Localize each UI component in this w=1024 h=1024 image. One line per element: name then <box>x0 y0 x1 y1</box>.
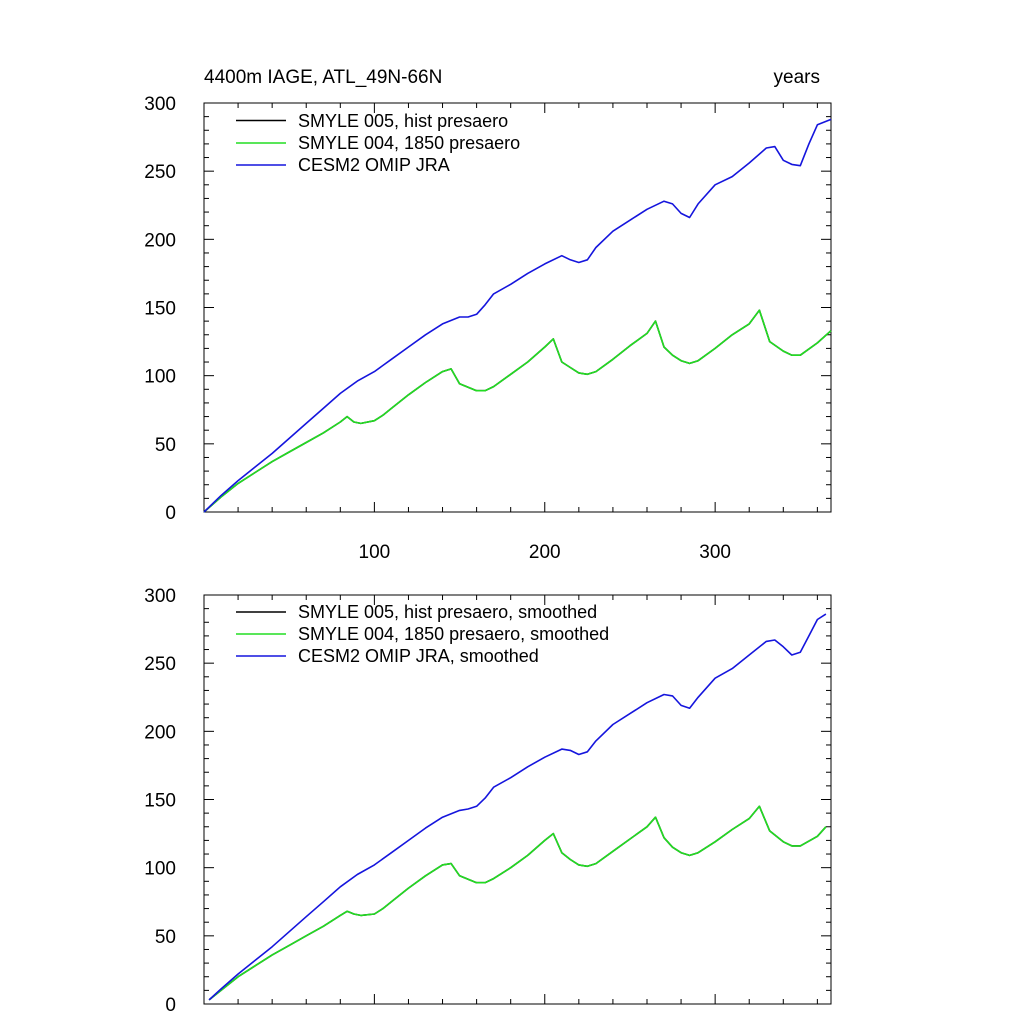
top-panel: 4400m IAGE, ATL_49N-66N years 0 50 100 150 2… <box>144 67 832 563</box>
legend-label: SMYLE 004, 1850 presaero, smoothed <box>298 624 609 644</box>
y-tick-label: 200 <box>144 722 176 743</box>
legend-label: CESM2 OMIP JRA <box>298 155 450 175</box>
y-tick-label: 150 <box>144 791 176 812</box>
series-line-0 <box>203 309 832 513</box>
y-tick-label: 100 <box>144 859 176 880</box>
y-tick-label: 0 <box>165 995 176 1016</box>
legend-label: CESM2 OMIP JRA, smoothed <box>298 646 539 666</box>
y-tick-label: 100 <box>144 367 176 388</box>
panel-title-left: 4400m IAGE, ATL_49N-66N <box>204 67 442 88</box>
y-tick-label: 250 <box>144 654 176 675</box>
bottom-panel: 0 50 100 150 200 250 300 SMYLE 005, hist presa… <box>144 586 832 1016</box>
series-line-2 <box>203 118 832 513</box>
y-tick-label: 150 <box>144 299 176 320</box>
y-tick-label: 250 <box>144 162 176 183</box>
x-tick-label: 200 <box>529 542 561 563</box>
x-tick-label: 300 <box>699 542 731 563</box>
legend-label: SMYLE 004, 1850 presaero <box>298 133 520 153</box>
panel-title-right: years <box>774 67 820 88</box>
legend: SMYLE 005, hist presaero SMYLE 004, 1850… <box>236 111 520 175</box>
y-tick-label: 50 <box>155 927 176 948</box>
series-line-1 <box>203 309 832 513</box>
y-tick-label: 50 <box>155 435 176 456</box>
plot-area: 0 50 100 150 200 250 300 <box>144 586 832 1016</box>
y-tick-label: 300 <box>144 94 176 115</box>
series-line-0 <box>208 805 827 1001</box>
legend: SMYLE 005, hist presaero, smoothed SMYLE… <box>236 602 609 666</box>
plot-area: 0 50 100 150 200 250 300 100 200 300 <box>144 94 832 563</box>
series-line-2 <box>208 613 827 1001</box>
y-tick-label: 300 <box>144 586 176 607</box>
x-tick-label: 100 <box>359 542 391 563</box>
y-tick-label: 200 <box>144 230 176 251</box>
legend-label: SMYLE 005, hist presaero <box>298 111 508 131</box>
y-tick-label: 0 <box>165 503 176 524</box>
legend-label: SMYLE 005, hist presaero, smoothed <box>298 602 597 622</box>
series-line-1 <box>208 805 827 1001</box>
